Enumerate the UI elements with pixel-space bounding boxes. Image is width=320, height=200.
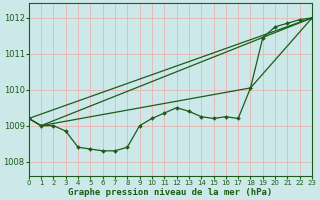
X-axis label: Graphe pression niveau de la mer (hPa): Graphe pression niveau de la mer (hPa) [68, 188, 273, 197]
